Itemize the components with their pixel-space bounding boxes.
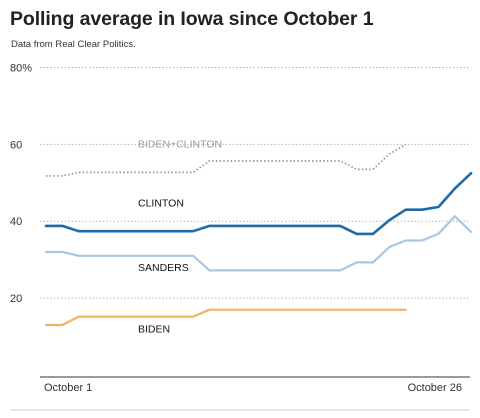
y-tick-label: 20 xyxy=(10,293,22,305)
x-tick-label-start: October 1 xyxy=(44,382,92,394)
series-line-biden xyxy=(44,308,407,327)
x-tick-label-end: October 26 xyxy=(408,382,462,394)
chart-subtitle: Data from Real Clear Politics. xyxy=(11,39,136,50)
series-line-sanders xyxy=(44,215,473,272)
series-label-biden-clinton: BIDEN+CLINTON xyxy=(138,138,222,150)
series-label-clinton: CLINTON xyxy=(138,198,184,210)
y-tick-label: 40 xyxy=(10,216,22,228)
series-label-sanders: SANDERS xyxy=(138,262,189,274)
series-label-biden: BIDEN xyxy=(138,324,170,336)
chart-title: Polling average in Iowa since October 1 xyxy=(10,8,374,30)
y-tick-label: 80% xyxy=(10,62,32,74)
series-line-clinton xyxy=(44,187,457,236)
series-line-biden-clinton xyxy=(46,143,407,177)
series-line-clinton-end xyxy=(453,171,473,190)
y-tick-label: 60 xyxy=(10,139,22,151)
